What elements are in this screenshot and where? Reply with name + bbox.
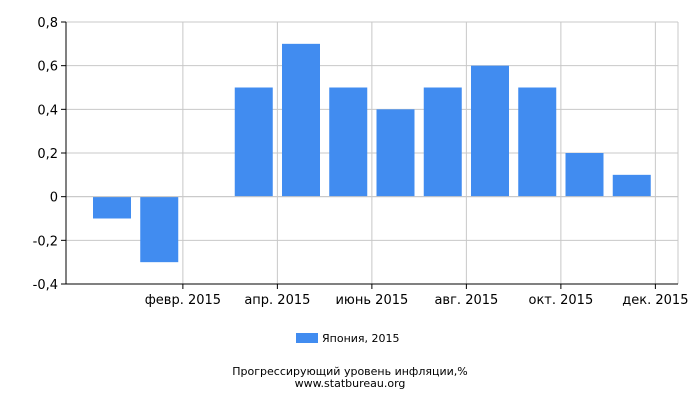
legend-swatch [296,333,318,343]
legend-label: Япония, 2015 [322,332,400,345]
axes [61,21,678,289]
bar [612,174,651,197]
bar [329,87,368,197]
y-tick-label: -0,2 [33,234,58,249]
chart-title: Прогрессирующий уровень инфляции,% [232,365,467,378]
bars [66,43,678,263]
y-tick-label: 0,4 [37,103,58,118]
x-tick-label: февр. 2015 [145,293,221,308]
x-tick-label: апр. 2015 [244,293,310,308]
y-tick-label: -0,4 [33,278,58,293]
y-tick-labels: -0,4 -0,2 0 0,2 0,4 0,6 0,8 [33,16,58,293]
x-tick-labels: февр. 2015 апр. 2015 июнь 2015 авг. 2015 окт… [145,293,689,308]
x-tick-label: июнь 2015 [335,293,408,308]
y-tick-label: 0,8 [37,16,58,31]
bar [234,87,273,197]
y-tick-label: 0,2 [37,147,58,162]
bar [282,43,320,197]
x-tick-label: окт. 2015 [529,293,594,308]
x-tick-label: авг. 2015 [434,293,498,308]
y-tick-label: 0,6 [37,60,58,75]
y-tick-label: 0 [50,191,58,206]
x-tick-label: дек. 2015 [622,293,688,308]
bar [376,109,415,197]
bar [93,196,131,219]
chart-subtitle: www.statbureau.org [295,377,406,390]
bar [140,196,179,263]
bar [518,87,557,197]
bar [565,153,604,197]
bar [471,65,509,197]
bar [423,87,462,197]
legend: Япония, 2015 [296,332,400,345]
